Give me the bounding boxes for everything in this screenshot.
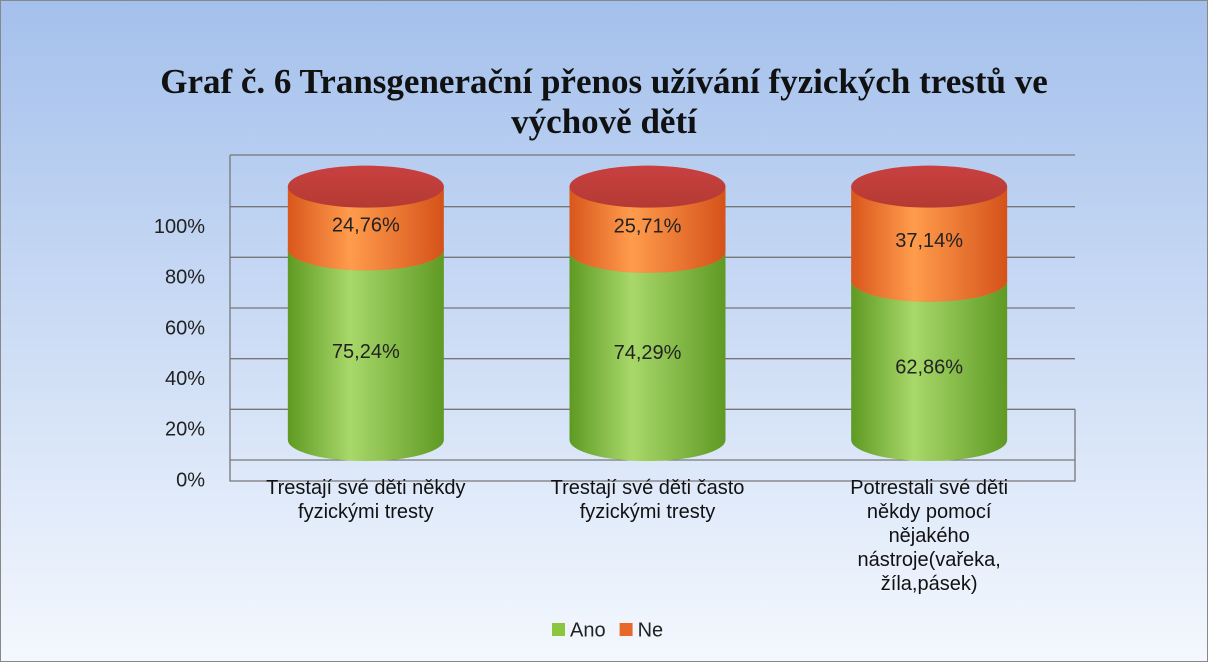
y-tick-label: 20% (165, 419, 205, 441)
cylinder-top (851, 165, 1008, 208)
y-tick-label: 40% (165, 368, 205, 390)
y-tick-label: 0% (176, 469, 205, 491)
legend-label: Ano (570, 619, 606, 641)
legend-swatch (552, 623, 565, 636)
cylinder-segment (569, 230, 726, 461)
value-label: 74,29% (614, 342, 682, 364)
back-wall (229, 154, 1076, 482)
y-tick-label: 80% (165, 267, 205, 289)
legend-swatch (619, 623, 633, 636)
y-tick-label: 60% (165, 317, 205, 339)
cylinder-top (569, 165, 726, 208)
value-label: 37,14% (895, 230, 963, 252)
value-label: 24,76% (332, 214, 400, 236)
x-tick-label: Trestají své děti někdy fyzickými tresty (266, 477, 466, 523)
x-tick-label: Trestají své děti často fyzickými tresty (550, 477, 745, 523)
cylinder-top (287, 165, 444, 208)
value-label: 62,86% (895, 357, 963, 379)
legend-label: Ne (638, 619, 664, 641)
value-label: 75,24% (332, 341, 400, 363)
x-tick-label: Potrestali své děti někdy pomocí nějakéh… (850, 477, 1009, 595)
y-tick-label: 100% (154, 216, 205, 238)
chart-title: Graf č. 6 Transgenerační přenos užívání … (160, 62, 1048, 141)
cylinder-segment (287, 228, 444, 461)
cylinder-segment (851, 259, 1008, 461)
value-label: 25,71% (614, 216, 682, 238)
